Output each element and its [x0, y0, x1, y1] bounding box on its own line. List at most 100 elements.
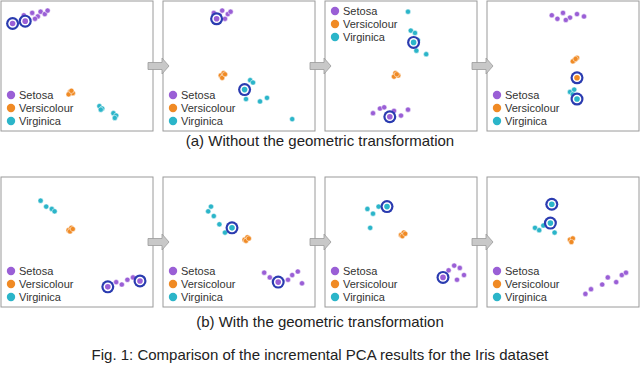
- point: [365, 206, 370, 211]
- ring-outer: [437, 271, 450, 284]
- legend-label: Versicolour: [343, 278, 398, 290]
- arrow: [472, 234, 493, 250]
- point: [452, 263, 457, 268]
- ring-core: [10, 21, 16, 27]
- point: [461, 272, 466, 277]
- point: [290, 117, 295, 122]
- point: [424, 52, 429, 57]
- highlighted-point: [226, 221, 239, 234]
- legend-label: Setosa: [505, 89, 540, 101]
- point: [563, 17, 568, 22]
- caption: (b) With the geometric transformation: [196, 313, 444, 330]
- point: [552, 230, 557, 235]
- point: [405, 107, 410, 112]
- legend-swatch: [331, 293, 339, 301]
- ring-outer: [134, 274, 147, 287]
- point: [581, 14, 586, 19]
- marks: [549, 10, 586, 105]
- point: [69, 88, 74, 93]
- legend-swatch: [169, 117, 177, 125]
- point: [211, 213, 216, 218]
- legend-label: Virginica: [343, 291, 386, 303]
- legend-swatch: [169, 104, 177, 112]
- point: [560, 10, 565, 15]
- point: [600, 282, 605, 287]
- panel: SetosaVersicolourVirginica: [1, 177, 153, 307]
- point: [217, 222, 222, 227]
- highlighted-point: [381, 200, 394, 213]
- highlighted-point: [238, 83, 251, 96]
- legend-swatch: [7, 293, 15, 301]
- point: [588, 287, 593, 292]
- ring-core: [549, 201, 555, 207]
- legend-label: Versicolour: [343, 18, 398, 30]
- marks: [6, 8, 119, 121]
- legend-label: Virginica: [343, 31, 386, 43]
- legend: SetosaVersicolourVirginica: [493, 89, 560, 127]
- ring-core: [574, 96, 580, 102]
- legend-label: Versicolour: [19, 278, 74, 290]
- legend-swatch: [331, 33, 339, 41]
- point: [267, 275, 272, 280]
- point: [398, 113, 403, 118]
- highlighted-point: [545, 198, 558, 211]
- ring-outer: [238, 83, 251, 96]
- panel: SetosaVersicolourVirginica: [1, 1, 153, 131]
- ring-outer: [226, 221, 239, 234]
- ring-core: [387, 114, 393, 120]
- point: [285, 277, 290, 282]
- legend-swatch: [493, 104, 501, 112]
- point: [370, 211, 375, 216]
- caption: Fig. 1: Comparison of the incremental PC…: [92, 346, 550, 363]
- ring-outer: [407, 36, 420, 49]
- point: [368, 225, 373, 230]
- legend-label: Setosa: [19, 265, 54, 277]
- ring-outer: [545, 198, 558, 211]
- legend-label: Virginica: [181, 115, 224, 127]
- legend-label: Setosa: [19, 89, 54, 101]
- legend-label: Versicolour: [505, 278, 560, 290]
- panel: SetosaVersicolourVirginica: [487, 177, 639, 307]
- ring-core: [22, 18, 28, 24]
- legend-swatch: [7, 91, 15, 99]
- point: [394, 72, 399, 77]
- legend-label: Versicolour: [505, 102, 560, 114]
- point: [403, 231, 408, 236]
- point: [44, 204, 49, 209]
- ring-inner: [104, 283, 113, 292]
- legend-label: Virginica: [19, 115, 62, 127]
- ring-outer: [19, 15, 32, 28]
- panel: SetosaVersicolourVirginica: [325, 1, 477, 131]
- highlighted-point: [571, 71, 584, 84]
- ring-inner: [274, 278, 283, 287]
- point: [573, 56, 578, 61]
- caption: (a) Without the geometric transformation: [186, 132, 454, 149]
- ring-outer: [101, 280, 114, 293]
- highlighted-point: [19, 15, 32, 28]
- point: [583, 291, 588, 296]
- point: [208, 204, 213, 209]
- legend-swatch: [169, 280, 177, 288]
- ring-inner: [386, 112, 395, 121]
- ring-outer: [381, 200, 394, 213]
- point: [220, 8, 225, 13]
- panel-frame: [163, 177, 315, 307]
- point: [262, 270, 267, 275]
- legend-swatch: [493, 267, 501, 275]
- ring-outer: [210, 12, 223, 25]
- highlighted-point: [407, 36, 420, 49]
- ring-outer: [571, 71, 584, 84]
- ring-core: [440, 275, 446, 281]
- highlighted-point: [210, 12, 223, 25]
- legend-swatch: [169, 293, 177, 301]
- panel-frame: [325, 177, 477, 307]
- point: [32, 16, 37, 21]
- point: [70, 226, 75, 231]
- point: [45, 8, 50, 13]
- legend-swatch: [331, 7, 339, 15]
- ring-inner: [240, 85, 249, 94]
- point: [295, 269, 300, 274]
- ring-inner: [573, 74, 582, 83]
- point: [569, 239, 574, 244]
- panel-frame: [1, 1, 153, 131]
